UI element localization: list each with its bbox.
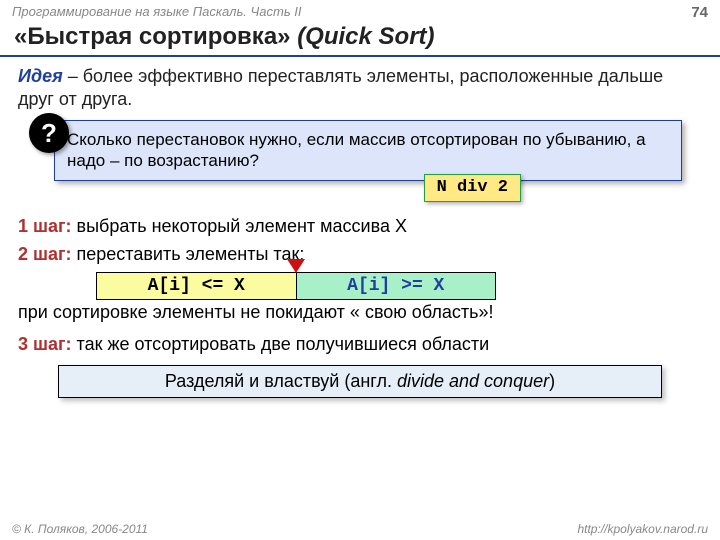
- copyright: © К. Поляков, 2006-2011: [12, 522, 148, 536]
- header-bar: Программирование на языке Паскаль. Часть…: [0, 0, 720, 21]
- step2-label: 2 шаг:: [18, 244, 72, 264]
- question-box: ? Сколько перестановок нужно, если масси…: [54, 120, 682, 181]
- dc-ru: Разделяй и властвуй (англ.: [165, 371, 397, 391]
- partition-left: A[i] <= X: [96, 272, 297, 300]
- step3-label: 3 шаг:: [18, 334, 72, 354]
- content: Идея – более эффективно переставлять эле…: [0, 65, 720, 398]
- page-title: «Быстрая сортировка» (Quick Sort): [0, 21, 720, 55]
- step1-text: выбрать некоторый элемент массива X: [72, 216, 407, 236]
- page-number: 74: [691, 4, 708, 21]
- step-3: 3 шаг: так же отсортировать две получивш…: [18, 333, 702, 356]
- footer-url: http://kpolyakov.narod.ru: [577, 522, 708, 536]
- step3-text: так же отсортировать две получившиеся об…: [72, 334, 490, 354]
- footer: © К. Поляков, 2006-2011 http://kpolyakov…: [0, 522, 720, 536]
- title-en: (Quick Sort): [297, 23, 434, 50]
- question-mark-icon: ?: [29, 113, 69, 153]
- triangle-down-icon: [287, 259, 305, 273]
- course-label: Программирование на языке Паскаль. Часть…: [12, 4, 302, 21]
- partition-right: A[i] >= X: [297, 272, 497, 300]
- partition-diagram: A[i] <= X A[i] >= X: [96, 272, 496, 300]
- step-1: 1 шаг: выбрать некоторый элемент массива…: [18, 215, 702, 238]
- step1-label: 1 шаг:: [18, 216, 72, 236]
- step-2: 2 шаг: переставить элементы так:: [18, 243, 702, 266]
- idea-line: Идея – более эффективно переставлять эле…: [18, 65, 702, 110]
- partition-note: при сортировке элементы не покидают « св…: [18, 302, 702, 323]
- idea-text: – более эффективно переставлять элементы…: [18, 66, 663, 109]
- divide-conquer-box: Разделяй и властвуй (англ. divide and co…: [58, 365, 662, 398]
- dc-en: divide and conquer: [397, 371, 549, 391]
- title-ru: «Быстрая сортировка»: [14, 23, 291, 50]
- dc-close: ): [549, 371, 555, 391]
- title-rule: [0, 55, 720, 57]
- step2-text: переставить элементы так:: [72, 244, 305, 264]
- idea-label: Идея: [18, 66, 63, 86]
- question-text: Сколько перестановок нужно, если массив …: [67, 130, 646, 170]
- answer-chip: N div 2: [424, 174, 521, 201]
